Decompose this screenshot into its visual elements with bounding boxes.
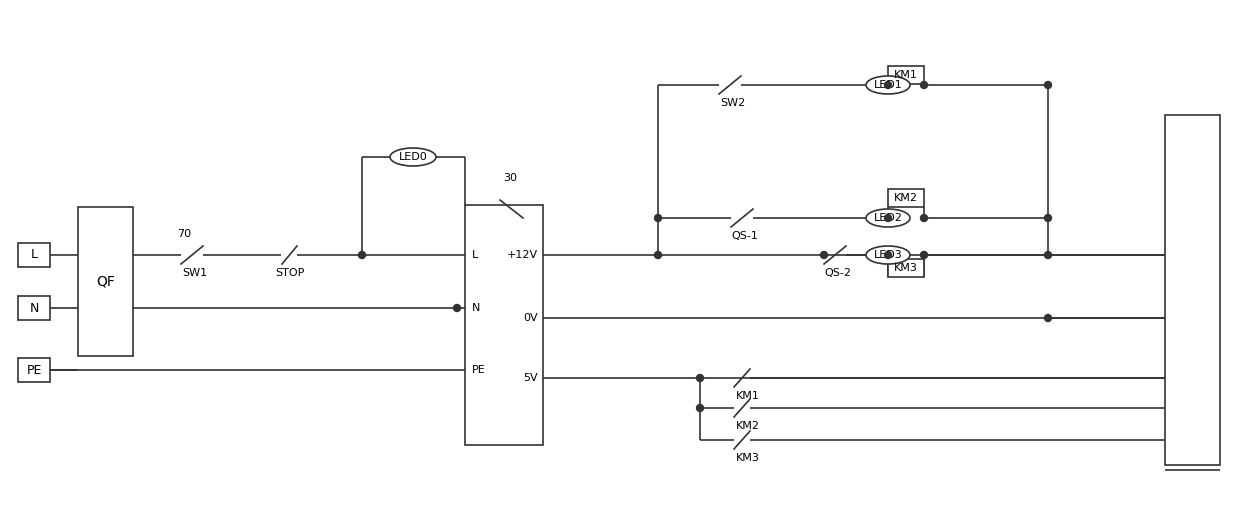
Circle shape (885, 82, 892, 89)
Text: +12V: +12V (507, 250, 538, 260)
Text: KM1: KM1 (895, 70, 918, 80)
Text: SW1: SW1 (182, 268, 208, 278)
Text: QS-1: QS-1 (731, 231, 758, 241)
Text: 70: 70 (177, 229, 191, 239)
Text: 5V: 5V (523, 373, 538, 383)
Text: KM1: KM1 (736, 391, 760, 401)
Circle shape (1044, 315, 1052, 321)
Circle shape (1044, 82, 1052, 89)
Circle shape (1044, 251, 1052, 259)
Circle shape (696, 405, 704, 412)
Text: LED3: LED3 (873, 250, 902, 260)
FancyBboxPatch shape (1165, 115, 1220, 465)
Text: STOP: STOP (275, 268, 305, 278)
Ellipse shape (390, 148, 436, 166)
FancyBboxPatch shape (888, 66, 924, 84)
Circle shape (820, 251, 828, 259)
Text: L: L (31, 249, 37, 261)
Circle shape (654, 251, 662, 259)
Text: L: L (472, 250, 478, 260)
FancyBboxPatch shape (888, 189, 924, 207)
Text: LED1: LED1 (873, 80, 902, 90)
FancyBboxPatch shape (19, 296, 50, 320)
Text: KM3: KM3 (895, 263, 918, 273)
Circle shape (921, 214, 928, 221)
Circle shape (654, 214, 662, 221)
Text: QS-2: QS-2 (824, 268, 851, 278)
Circle shape (1044, 214, 1052, 221)
Ellipse shape (866, 246, 909, 264)
Ellipse shape (866, 209, 909, 227)
Text: SW2: SW2 (720, 98, 746, 108)
Text: 端子排: 端子排 (1196, 219, 1219, 231)
Circle shape (885, 214, 892, 221)
Text: LED2: LED2 (873, 213, 902, 223)
Text: N: N (472, 303, 481, 313)
FancyBboxPatch shape (465, 205, 543, 445)
Ellipse shape (866, 76, 909, 94)
FancyBboxPatch shape (78, 207, 133, 356)
Text: PE: PE (472, 365, 486, 375)
Circle shape (358, 251, 366, 259)
FancyBboxPatch shape (19, 358, 50, 382)
Text: 0V: 0V (523, 313, 538, 323)
Text: N: N (30, 301, 38, 315)
Text: KM2: KM2 (895, 193, 918, 203)
Text: QF: QF (97, 275, 115, 288)
Circle shape (696, 375, 704, 382)
Text: LED0: LED0 (399, 152, 427, 162)
Circle shape (885, 251, 892, 259)
Text: 30: 30 (503, 173, 517, 183)
Text: PE: PE (26, 364, 42, 376)
Text: KM2: KM2 (736, 421, 760, 431)
Circle shape (921, 82, 928, 89)
FancyBboxPatch shape (888, 259, 924, 277)
Circle shape (921, 251, 928, 259)
FancyBboxPatch shape (19, 243, 50, 267)
Text: KM3: KM3 (736, 453, 760, 463)
Circle shape (453, 305, 461, 311)
